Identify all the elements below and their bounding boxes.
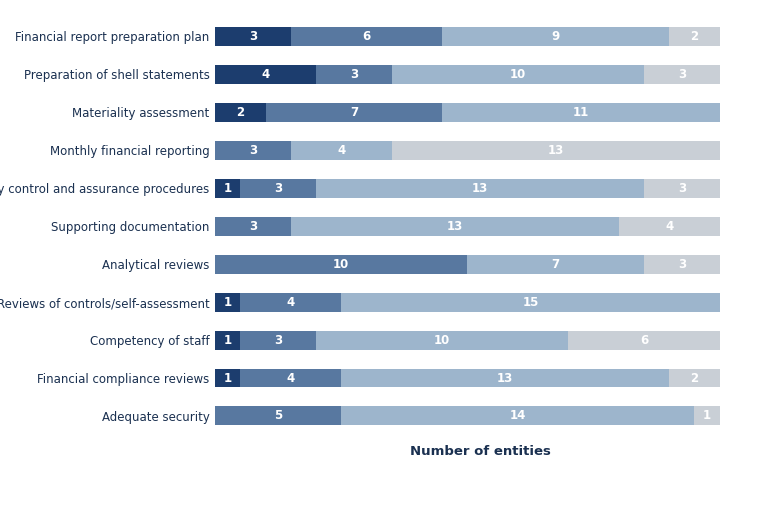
Bar (240, 293, 341, 311)
Bar (291, 26, 442, 46)
Text: 3: 3 (678, 258, 686, 271)
Bar (215, 293, 240, 311)
Bar (215, 65, 316, 84)
Text: 11: 11 (573, 106, 589, 118)
Text: 13: 13 (548, 144, 564, 156)
Text: 13: 13 (447, 219, 463, 233)
Text: 7: 7 (551, 258, 560, 271)
Bar (316, 331, 568, 350)
Text: 2: 2 (690, 371, 699, 385)
Bar (442, 26, 669, 46)
Bar (240, 331, 316, 350)
Bar (240, 368, 341, 388)
Bar (341, 293, 720, 311)
Text: 3: 3 (349, 68, 358, 81)
Text: 7: 7 (349, 106, 358, 118)
Bar (341, 406, 694, 426)
Bar (215, 141, 291, 160)
Text: 1: 1 (223, 371, 232, 385)
Text: 2: 2 (237, 106, 244, 118)
Text: 4: 4 (665, 219, 674, 233)
Bar (341, 368, 669, 388)
Text: 4: 4 (286, 296, 295, 308)
Text: 2: 2 (690, 29, 699, 43)
Bar (442, 103, 720, 121)
Text: 10: 10 (333, 258, 349, 271)
Text: 10: 10 (510, 68, 526, 81)
Text: 14: 14 (510, 409, 526, 423)
Bar (291, 141, 392, 160)
Text: 4: 4 (337, 144, 346, 156)
Bar (669, 26, 720, 46)
Bar (215, 103, 266, 121)
Bar (392, 141, 720, 160)
Bar (215, 26, 291, 46)
Bar (644, 65, 720, 84)
Text: 3: 3 (678, 68, 686, 81)
Text: 1: 1 (223, 181, 232, 195)
Bar (392, 65, 644, 84)
Text: 3: 3 (678, 181, 686, 195)
Bar (619, 216, 720, 236)
Text: 1: 1 (703, 409, 711, 423)
Text: 6: 6 (640, 334, 648, 346)
Text: 3: 3 (274, 334, 282, 346)
Bar (215, 179, 240, 198)
Bar (215, 406, 341, 426)
Text: 13: 13 (472, 181, 488, 195)
Bar (316, 65, 392, 84)
Text: 10: 10 (434, 334, 450, 346)
Bar (644, 255, 720, 273)
Bar (215, 216, 291, 236)
Bar (215, 331, 240, 350)
Text: 3: 3 (249, 144, 257, 156)
Bar (644, 179, 720, 198)
Text: 1: 1 (223, 334, 232, 346)
Text: 6: 6 (362, 29, 371, 43)
Bar (215, 255, 468, 273)
Bar (468, 255, 644, 273)
Text: 3: 3 (274, 181, 282, 195)
Text: 13: 13 (497, 371, 513, 385)
Bar (240, 179, 316, 198)
Bar (568, 331, 720, 350)
Bar (291, 216, 619, 236)
Text: 5: 5 (274, 409, 283, 423)
Text: 4: 4 (286, 371, 295, 385)
Bar (694, 406, 720, 426)
Text: 4: 4 (261, 68, 270, 81)
Text: 15: 15 (522, 296, 538, 308)
Bar (266, 103, 442, 121)
Text: 9: 9 (551, 29, 560, 43)
Text: 3: 3 (249, 219, 257, 233)
Bar (215, 368, 240, 388)
Text: 3: 3 (249, 29, 257, 43)
Bar (316, 179, 644, 198)
X-axis label: Number of entities: Number of entities (409, 445, 551, 458)
Bar (669, 368, 720, 388)
Text: 1: 1 (223, 296, 232, 308)
